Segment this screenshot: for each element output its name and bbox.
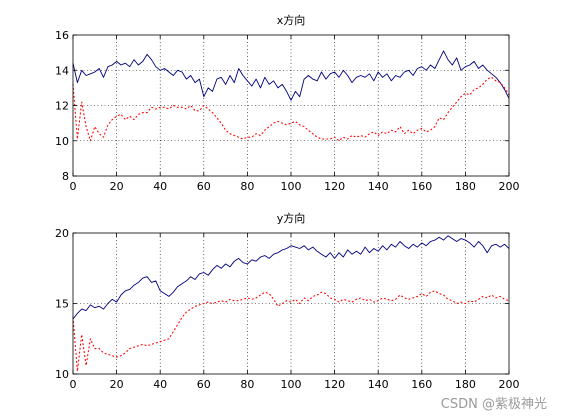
x-tick-label: 140: [368, 180, 389, 193]
series-line-1: [72, 235, 510, 320]
x-tick-label: 200: [499, 180, 520, 193]
series-line-2: [72, 76, 510, 142]
x-tick-label: 60: [197, 180, 211, 193]
x-tick-label: 200: [499, 378, 520, 391]
x-tick-label: 180: [455, 180, 476, 193]
chart-title: y方向: [277, 211, 306, 225]
x-tick-label: 120: [324, 378, 345, 391]
x-tick-label: 0: [70, 180, 77, 193]
chart-2: 0 20 40 60 80 100 120 140 160 180 200 10 15 20 y方向: [55, 211, 520, 391]
series-line-1: [72, 50, 510, 101]
watermark: CSDN @紫极神光: [440, 397, 547, 412]
y-tick-label: 10: [55, 368, 69, 381]
x-tick-label: 0: [70, 378, 77, 391]
x-tick-label: 80: [240, 378, 254, 391]
x-tick-label: 80: [240, 180, 254, 193]
chart-1: 0 20 40 60 80 100 120 140 160 180 200 8 10 12 14 16 x方向: [55, 13, 520, 193]
x-tick-label: 20: [110, 378, 124, 391]
x-tick-label: 100: [281, 378, 302, 391]
x-tick-label: 140: [368, 378, 389, 391]
x-tick-label: 100: [281, 180, 302, 193]
y-tick-label: 10: [55, 135, 69, 148]
y-tick-label: 12: [55, 100, 69, 113]
series-line-2: [72, 290, 510, 372]
y-tick-label: 16: [55, 29, 69, 42]
x-tick-label: 180: [455, 378, 476, 391]
x-tick-label: 120: [324, 180, 345, 193]
y-tick-label: 8: [62, 170, 69, 183]
y-tick-label: 20: [55, 227, 69, 240]
x-tick-label: 160: [411, 378, 432, 391]
x-tick-label: 40: [153, 180, 167, 193]
x-tick-label: 20: [110, 180, 124, 193]
x-tick-label: 60: [197, 378, 211, 391]
chart-title: x方向: [277, 13, 306, 27]
x-tick-label: 40: [153, 378, 167, 391]
x-tick-label: 160: [411, 180, 432, 193]
y-tick-label: 15: [55, 298, 69, 311]
y-tick-label: 14: [55, 64, 69, 77]
